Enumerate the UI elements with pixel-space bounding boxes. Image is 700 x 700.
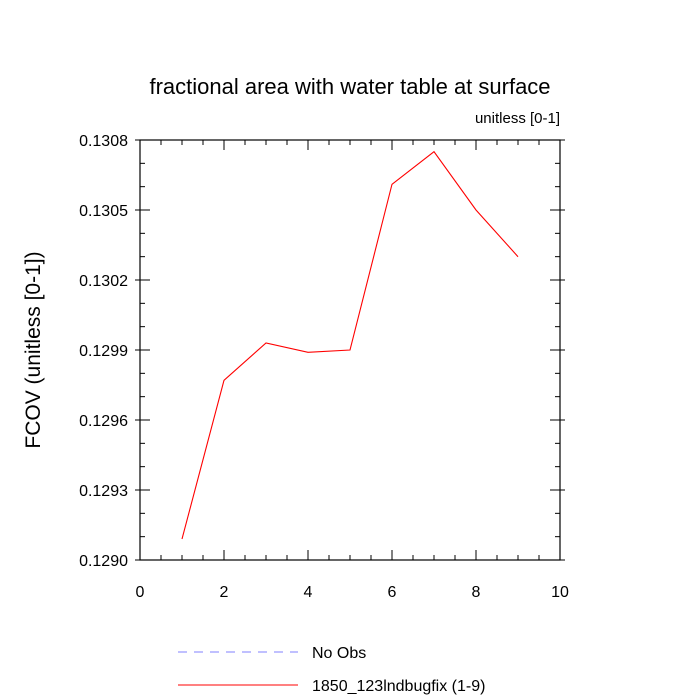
x-tick-label: 6 [388, 584, 397, 601]
legend: No Obs 1850_123lndbugfix (1-9) [178, 645, 485, 695]
y-tick-label: 0.1305 [79, 203, 128, 220]
chart-subtitle: unitless [0-1] [475, 110, 560, 127]
y-tick-label: 0.1296 [79, 413, 128, 430]
x-tick-label: 8 [472, 584, 481, 601]
x-tick-label: 10 [551, 584, 569, 601]
y-tick-label: 0.1293 [79, 483, 128, 500]
x-tick-label: 4 [304, 584, 313, 601]
y-tick-label: 0.1302 [79, 273, 128, 290]
y-tick-label: 0.1290 [79, 553, 128, 570]
x-tick-label: 2 [220, 584, 229, 601]
y-tick-label: 0.1308 [79, 133, 128, 150]
series-line-2 [181, 150, 519, 540]
legend-label-1: No Obs [312, 645, 366, 662]
chart-title: fractional area with water table at surf… [149, 74, 550, 99]
x-tick-label: 0 [136, 584, 145, 601]
legend-label-2: 1850_123lndbugfix (1-9) [312, 678, 485, 695]
y-axis-label: FCOV (unitless [0-1]) [22, 251, 45, 448]
y-tick-label: 0.1299 [79, 343, 128, 360]
plot-area: 0 2 4 6 8 10 0.1290 0.1293 0.1296 0.1299 0.1302 0.1… [79, 133, 569, 601]
